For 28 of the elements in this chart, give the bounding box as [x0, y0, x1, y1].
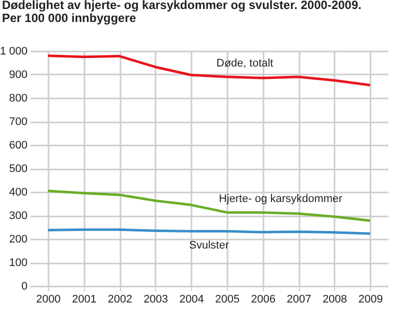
- y-tick-label: 100: [9, 257, 28, 269]
- y-tick-label: 300: [9, 210, 28, 222]
- x-tick-label: 2005: [215, 294, 240, 306]
- y-tick-label: 900: [9, 69, 28, 81]
- y-tick-label: 500: [9, 163, 28, 175]
- y-tick-label: 800: [9, 92, 28, 104]
- x-tick-label: 2003: [144, 294, 168, 306]
- x-tick-label: 2004: [179, 294, 204, 306]
- y-tick-label: 600: [9, 140, 28, 152]
- x-tick-label: 2001: [72, 294, 96, 306]
- series-label: Hjerte- og karsykdommer: [218, 192, 343, 205]
- x-tick-label: 2000: [36, 294, 61, 306]
- series-label: Døde, totalt: [216, 57, 274, 70]
- y-tick-label: 0: [21, 280, 28, 292]
- x-tick-label: 2009: [358, 294, 383, 306]
- y-tick-label: 400: [9, 186, 28, 198]
- y-tick-label: 200: [9, 234, 28, 246]
- y-tick-label: 1 000: [0, 46, 28, 58]
- x-tick-label: 2008: [322, 294, 348, 306]
- x-tick-label: 2002: [108, 294, 132, 306]
- chart-subtitle: Per 100 000 innbyggere: [2, 11, 136, 25]
- series-label: Svulster: [189, 239, 230, 252]
- line-series: [46, 54, 372, 86]
- x-tick-label: 2007: [286, 294, 312, 306]
- x-tick-label: 2006: [250, 294, 276, 306]
- chart-title: Dødelighet av hjerte- og karsykdommer og svulster. 2000-2009.: [2, 0, 362, 12]
- y-tick-label: 700: [9, 116, 28, 128]
- line-series: [46, 190, 372, 222]
